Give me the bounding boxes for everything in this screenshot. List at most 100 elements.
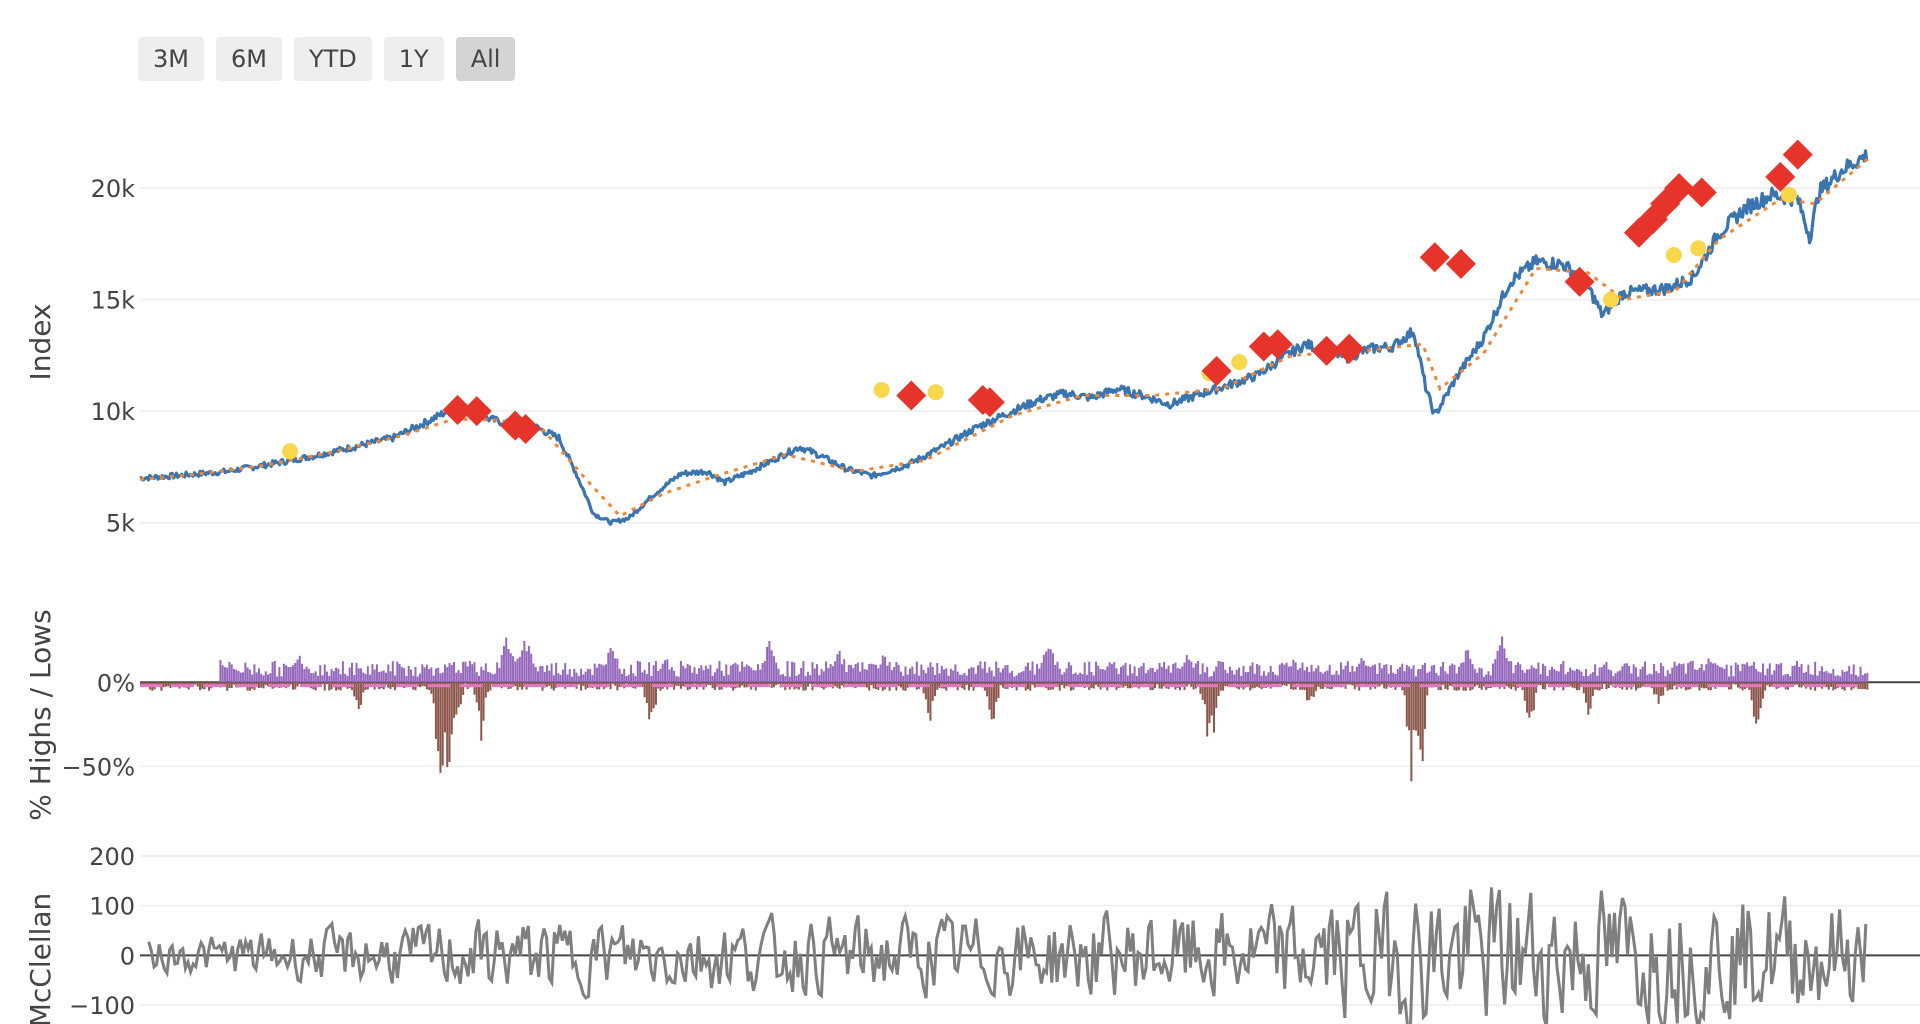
lows-bar (1798, 682, 1801, 688)
highs-bar (825, 661, 828, 683)
highs-bar (1820, 666, 1823, 683)
lows-bar (933, 682, 936, 697)
lows-bar (389, 682, 392, 689)
sell-marker (974, 387, 1005, 418)
lows-bar (1285, 682, 1288, 687)
lows-bar (1535, 682, 1538, 693)
highs-bar (1721, 667, 1724, 683)
highs-bar (888, 662, 891, 683)
lows-bar (450, 682, 453, 735)
lows-bar (1355, 682, 1358, 686)
highs-bar (346, 675, 349, 683)
lows-bar (670, 682, 673, 686)
highs-bar (357, 668, 360, 683)
highs-bar (716, 668, 719, 683)
highs-bar (453, 661, 456, 683)
highs-bar (1340, 662, 1343, 683)
highs-bar (677, 676, 680, 683)
lows-bar (716, 682, 719, 686)
lows-bar (936, 682, 939, 690)
lows-bar (1634, 682, 1637, 691)
highs-bar (443, 664, 446, 683)
lows-bar (571, 682, 574, 686)
highs-bar (1387, 673, 1390, 683)
highs-bar (775, 662, 778, 683)
highs-bar (423, 667, 426, 683)
highs-bar (1732, 676, 1735, 683)
highs-bar (1859, 666, 1862, 683)
highs-bar (1285, 662, 1288, 683)
lows-bar (282, 682, 285, 685)
lows-bar (1095, 682, 1098, 685)
highs-bar (795, 675, 798, 683)
highs-bar (936, 663, 939, 683)
lows-bar (1519, 682, 1522, 685)
highs-bar (1326, 670, 1329, 683)
highs-bar (1358, 663, 1361, 683)
highs-bar (407, 666, 410, 683)
lows-bar (1253, 682, 1256, 688)
highs-bar (1657, 673, 1660, 683)
lows-bar (1582, 682, 1585, 694)
highs-bar (1104, 670, 1107, 683)
highs-bar (251, 674, 254, 683)
y-tick-label: 100 (89, 893, 135, 921)
highs-bar (1140, 666, 1143, 683)
lows-bar (1523, 682, 1526, 701)
highs-bar (752, 670, 755, 683)
highs-bar (1612, 676, 1615, 683)
lows-bar (1124, 682, 1127, 686)
highs-bar (1383, 665, 1386, 683)
lows-bar (1641, 682, 1644, 687)
range-3m-button[interactable]: 3M (138, 37, 204, 81)
lows-bar (781, 682, 784, 685)
lows-bar (1451, 682, 1454, 686)
highs-bar (1614, 673, 1617, 683)
lows-bar (1353, 682, 1356, 690)
highs-bar (264, 671, 267, 683)
lows-bar (1020, 682, 1023, 686)
lows-bar (1646, 682, 1649, 684)
highs-bar (673, 670, 676, 683)
sell-marker (1334, 333, 1365, 364)
range-ytd-button[interactable]: YTD (293, 37, 372, 81)
highs-bar (1480, 668, 1483, 683)
range-1y-button[interactable]: 1Y (383, 37, 444, 81)
lows-bar (1575, 682, 1578, 691)
lows-bar (1435, 682, 1438, 686)
lows-bar (561, 682, 564, 686)
highs-bar (968, 668, 971, 683)
lows-bar (321, 682, 324, 685)
lows-bar (636, 682, 639, 686)
lows-bar (1759, 682, 1762, 709)
highs-bar (1417, 669, 1420, 683)
highs-bar (654, 661, 657, 683)
highs-bar (1167, 665, 1170, 683)
highs-bar (600, 664, 603, 683)
lows-bar (977, 682, 980, 685)
sell-marker (1262, 329, 1293, 360)
highs-bar (940, 665, 943, 683)
highs-bar (1830, 673, 1833, 683)
lows-bar (158, 682, 161, 685)
highs-bar (965, 675, 968, 683)
range-6m-button[interactable]: 6M (215, 37, 282, 81)
range-all-button[interactable]: All (455, 37, 516, 81)
highs-bar (1802, 672, 1805, 683)
highs-bar (1045, 651, 1048, 683)
highs-bar (1671, 667, 1674, 683)
lows-bar (546, 682, 549, 687)
highs-bar (219, 659, 222, 683)
lows-bar (1417, 682, 1420, 736)
highs-bar (952, 670, 955, 683)
highs-bar (400, 667, 403, 683)
highs-bar (781, 674, 784, 683)
lows-bar (1349, 682, 1352, 685)
lows-bar (1571, 682, 1574, 688)
highs-bar (330, 669, 333, 683)
highs-bar (1589, 673, 1592, 683)
highs-bar (439, 673, 442, 683)
lows-bar (1283, 682, 1286, 686)
lows-bar (482, 682, 485, 721)
lows-bar (1442, 682, 1445, 685)
